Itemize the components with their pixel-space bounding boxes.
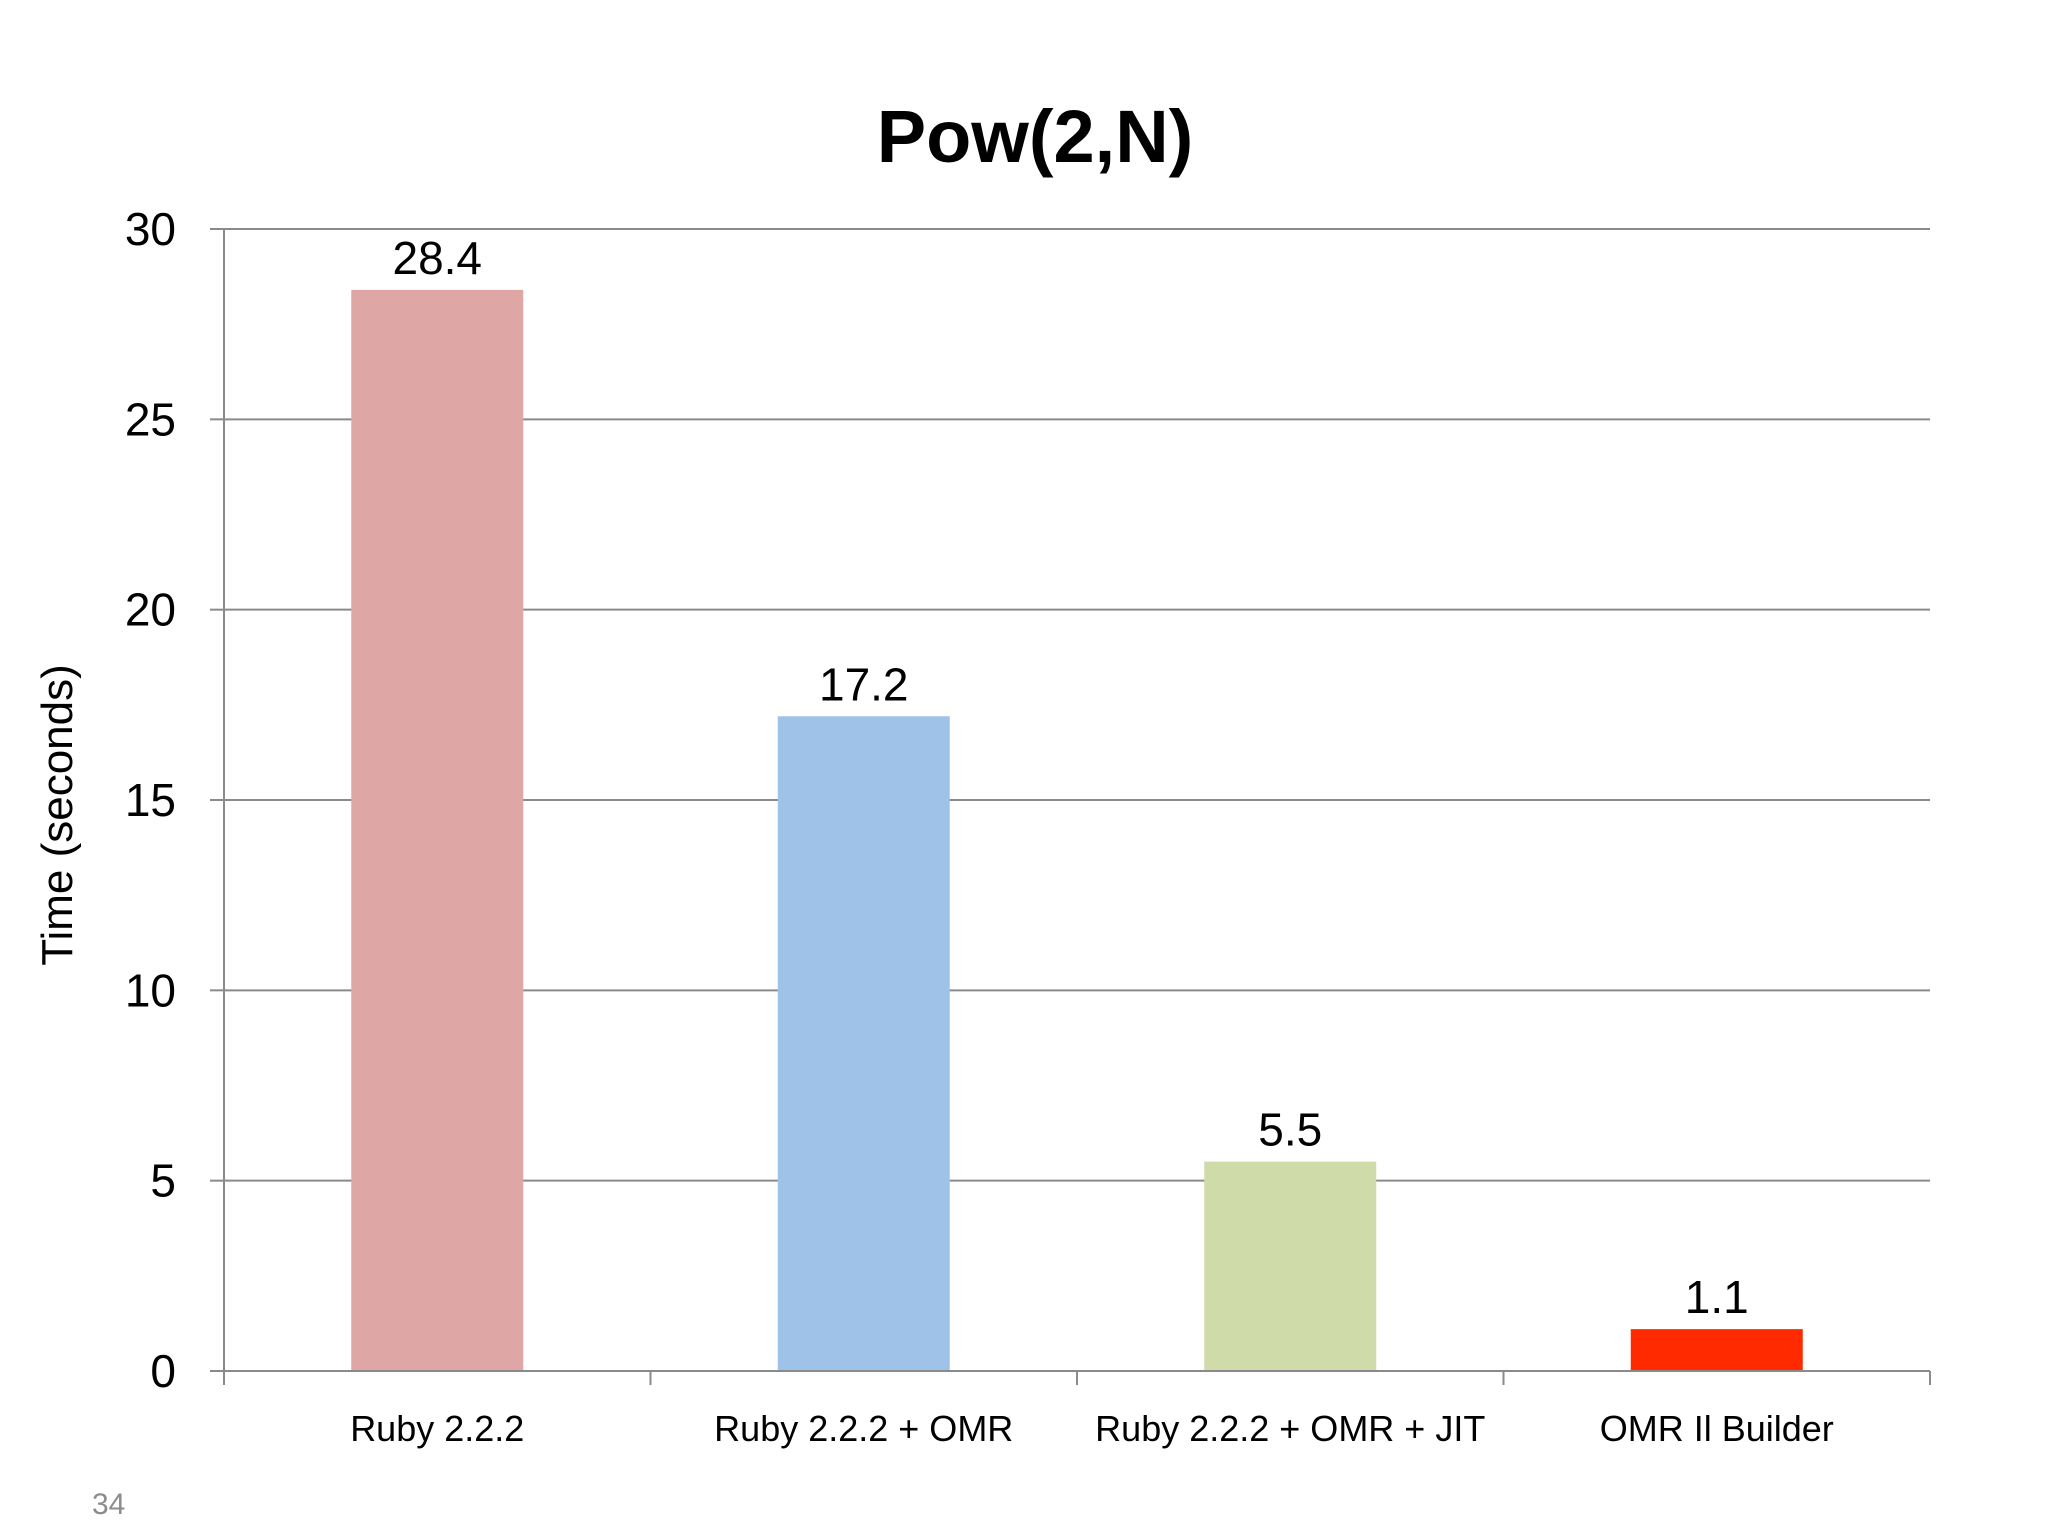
slide-number: 34 xyxy=(92,1488,126,1521)
bar xyxy=(351,289,524,1371)
x-tick-label: Ruby 2.2.2 + OMR xyxy=(714,1408,1013,1449)
y-tick-label: 25 xyxy=(125,393,176,445)
chart-title: Pow(2,N) xyxy=(877,95,1194,178)
y-tick-label: 5 xyxy=(150,1155,176,1207)
y-tick-label: 0 xyxy=(150,1345,176,1397)
y-axis-label: Time (seconds) xyxy=(33,664,82,966)
data-label: 28.4 xyxy=(392,232,482,284)
data-label: 5.5 xyxy=(1258,1104,1322,1156)
x-tick-label: Ruby 2.2.2 + OMR + JIT xyxy=(1095,1408,1485,1449)
x-tick-label: Ruby 2.2.2 xyxy=(350,1408,524,1449)
y-axis-ticks: 0 5 10 15 20 25 30 xyxy=(125,203,224,1397)
bar xyxy=(777,716,950,1371)
bar xyxy=(1630,1329,1803,1371)
y-tick-label: 20 xyxy=(125,584,176,636)
y-tick-label: 15 xyxy=(125,774,176,826)
x-axis-ticks: Ruby 2.2.2 Ruby 2.2.2 + OMR Ruby 2.2.2 + O… xyxy=(223,1371,1931,1449)
data-label: 17.2 xyxy=(819,658,909,710)
bars: 28.4 17.2 5.5 1.1 xyxy=(351,232,1803,1371)
bar xyxy=(1204,1161,1377,1371)
y-tick-label: 30 xyxy=(125,203,176,255)
x-tick-label: OMR Il Builder xyxy=(1600,1408,1834,1449)
data-label: 1.1 xyxy=(1685,1271,1749,1323)
y-tick-label: 10 xyxy=(125,964,176,1016)
